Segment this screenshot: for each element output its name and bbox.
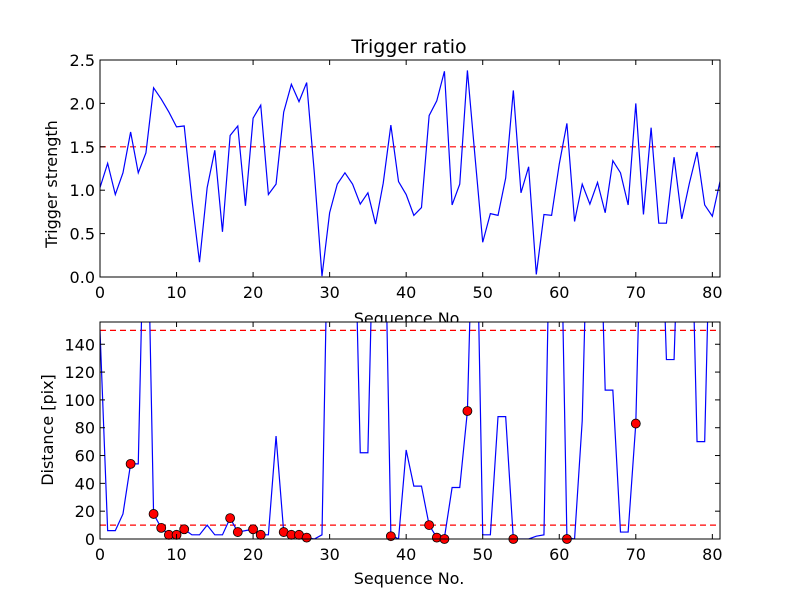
data-point-8 xyxy=(248,524,258,535)
data-point-9 xyxy=(255,529,266,540)
x-tick-label-bottom-0: 0 xyxy=(95,545,105,564)
x-tick-label-bottom-1: 10 xyxy=(166,545,186,564)
x-tick-label-bottom-3: 30 xyxy=(319,545,339,564)
plot-area-top xyxy=(100,60,720,277)
x-tick-label-top-2: 20 xyxy=(243,283,263,302)
y-tick-label-top-0: 0.0 xyxy=(70,268,95,287)
x-tick-label-top-3: 30 xyxy=(319,283,339,302)
y-tick-label-bottom-2: 40 xyxy=(75,474,95,493)
y-tick-label-bottom-3: 60 xyxy=(75,447,95,466)
y-tick-label-top-5: 2.5 xyxy=(70,51,95,70)
y-tick-label-bottom-1: 20 xyxy=(75,502,95,521)
y-tick-label-top-1: 0.5 xyxy=(70,225,95,244)
x-tick-label-top-6: 60 xyxy=(549,283,569,302)
x-tick-label-top-7: 70 xyxy=(626,283,646,302)
x-axis-label-bottom: Sequence No. xyxy=(354,569,465,588)
distance-panel: Sequence No. Distance [pix] 0 10 20 30 40 50 6… xyxy=(38,321,723,588)
data-point-2 xyxy=(156,522,167,533)
y-tick-label-top-4: 2.0 xyxy=(70,94,95,113)
y-tick-label-bottom-7: 140 xyxy=(64,335,95,354)
plot-content-top xyxy=(100,70,720,277)
data-point-5 xyxy=(179,524,190,535)
data-point-18 xyxy=(462,406,473,416)
x-tick-label-bottom-8: 80 xyxy=(702,545,722,564)
y-tick-label-bottom-5: 100 xyxy=(64,391,95,410)
y-tick-label-top-2: 1.0 xyxy=(70,181,95,200)
data-point-1 xyxy=(148,509,159,519)
plot-area-bottom xyxy=(100,322,720,539)
y-axis-label-top: Trigger strength xyxy=(42,120,61,249)
x-tick-label-top-4: 40 xyxy=(396,283,416,302)
plot-frame-bottom xyxy=(99,321,721,540)
y-tick-label-top-3: 1.5 xyxy=(70,138,95,157)
y-tick-label-bottom-6: 120 xyxy=(64,363,95,382)
data-point-0 xyxy=(125,458,136,469)
x-tick-label-bottom-2: 20 xyxy=(243,545,263,564)
x-tick-label-bottom-6: 60 xyxy=(549,545,569,564)
data-point-7 xyxy=(232,527,243,537)
data-point-14 xyxy=(385,531,396,542)
x-tick-label-bottom-4: 40 xyxy=(396,545,416,564)
data-point-21 xyxy=(630,418,641,429)
x-tick-label-top-0: 0 xyxy=(95,283,105,302)
plot-frame-top xyxy=(99,59,721,278)
x-tick-label-top-8: 80 xyxy=(702,283,722,302)
plot-content-bottom xyxy=(100,322,720,539)
chart-title: Trigger ratio xyxy=(350,36,466,58)
x-tick-label-top-5: 50 xyxy=(473,283,493,302)
y-tick-label-bottom-4: 80 xyxy=(75,419,95,438)
x-tick-label-bottom-5: 50 xyxy=(473,545,493,564)
series-line-bottom xyxy=(100,322,709,539)
data-point-13 xyxy=(301,532,312,543)
data-point-15 xyxy=(424,520,435,530)
y-axis-label-bottom: Distance [pix] xyxy=(38,374,57,486)
y-tick-label-bottom-0: 0 xyxy=(85,530,95,549)
x-tick-label-top-1: 10 xyxy=(166,283,186,302)
data-point-6 xyxy=(225,513,236,524)
series-line-top xyxy=(100,70,720,277)
trigger-ratio-panel: Trigger ratio Sequence No. Trigger stren… xyxy=(42,36,723,328)
x-tick-label-bottom-7: 70 xyxy=(626,545,646,564)
